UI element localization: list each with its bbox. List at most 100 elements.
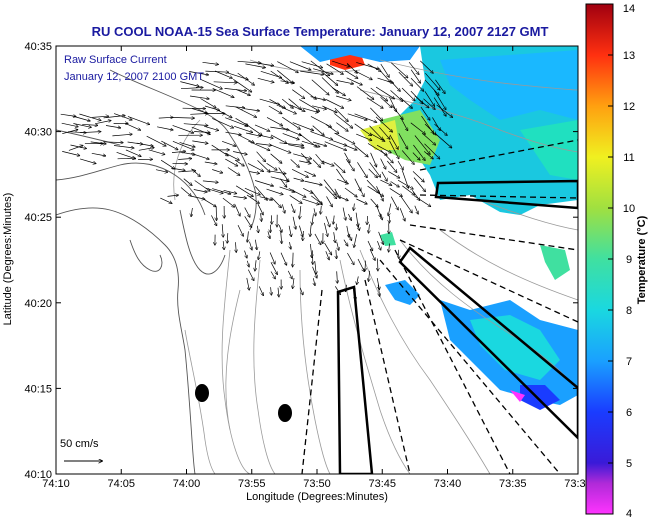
station-dot [195,384,209,402]
current-vector [378,231,384,244]
current-vector [214,70,232,78]
current-vector [354,70,372,80]
current-vector [62,151,79,155]
current-vector [321,77,338,94]
current-vector [278,287,279,297]
current-vector [389,134,398,149]
current-vector [390,196,398,210]
current-vector [238,134,254,143]
current-vector [191,108,207,114]
current-vector [410,122,425,134]
current-vector [225,131,242,135]
current-vector [397,160,403,170]
current-vector [322,71,337,85]
current-vector [337,178,348,183]
y-tick-label: 40:10 [24,469,52,481]
current-vector [388,171,399,178]
current-vector [171,151,185,152]
current-vector [203,199,216,206]
current-vector [68,146,83,151]
current-vector [95,121,110,125]
current-vector [192,140,207,144]
current-vector [237,60,261,63]
current-vector [310,243,312,258]
current-vector [235,185,253,197]
current-vector [400,196,412,213]
current-vector [310,195,322,204]
current-vector [413,144,425,160]
y-tick-label: 40:35 [24,41,52,53]
current-vector [236,242,237,252]
current-vector [412,171,424,181]
current-vector [277,61,298,73]
current-vector [389,140,399,159]
current-vector [178,159,191,160]
current-vector [424,79,439,95]
current-vector [125,149,141,157]
current-vector [222,197,235,207]
current-vector [191,207,192,216]
current-vector [257,204,263,215]
current-vector [254,124,270,131]
current-vector [337,271,338,283]
current-vector [369,125,384,140]
current-vector [244,123,262,135]
current-vector [245,63,265,68]
current-vector [414,135,430,155]
current-vector [211,215,216,225]
current-vector [410,77,424,91]
current-vector [345,158,354,171]
current-vector [326,196,333,206]
current-vector [343,144,356,150]
current-vector [244,187,260,195]
current-vector [354,123,372,136]
colorbar-tick-label: 14 [623,3,635,15]
x-axis-label: Longitude (Degrees:Minutes) [246,491,388,503]
current-vector [299,99,319,111]
current-vector [61,122,78,127]
current-vector [225,105,245,108]
current-vector [270,262,277,274]
current-vector [304,180,322,185]
current-vector [255,260,256,271]
current-vector [370,133,384,142]
current-vector [420,60,433,73]
current-vector [369,249,375,260]
current-vector [324,186,336,199]
current-vector [280,80,295,83]
current-vector [233,196,246,198]
current-vector [212,88,234,97]
current-vector [380,149,393,163]
current-vector [343,239,348,246]
current-vector [336,122,348,132]
current-vector [354,203,355,211]
current-vector [300,70,323,75]
current-vector [387,160,396,172]
current-vector [266,163,277,170]
current-vector [331,87,345,96]
current-vector [315,153,324,164]
current-vector [237,224,243,236]
current-vector [247,163,263,171]
current-vector [420,106,430,120]
current-vector [289,104,305,112]
current-vector [91,152,106,156]
current-vector [380,63,389,77]
current-vector [354,113,377,123]
current-vector [375,86,394,99]
current-vector [266,188,283,194]
current-vector [334,132,355,144]
current-vector [148,149,165,155]
current-vector [82,124,97,125]
current-vector [278,224,282,232]
current-vector [367,215,368,224]
current-vector [270,144,290,153]
current-vector [312,214,314,224]
current-vector [367,240,373,251]
current-vector [375,116,392,132]
current-vector [370,107,382,121]
x-tick-label: 74:00 [173,478,201,490]
current-vector [270,134,287,143]
current-vector [398,249,399,259]
